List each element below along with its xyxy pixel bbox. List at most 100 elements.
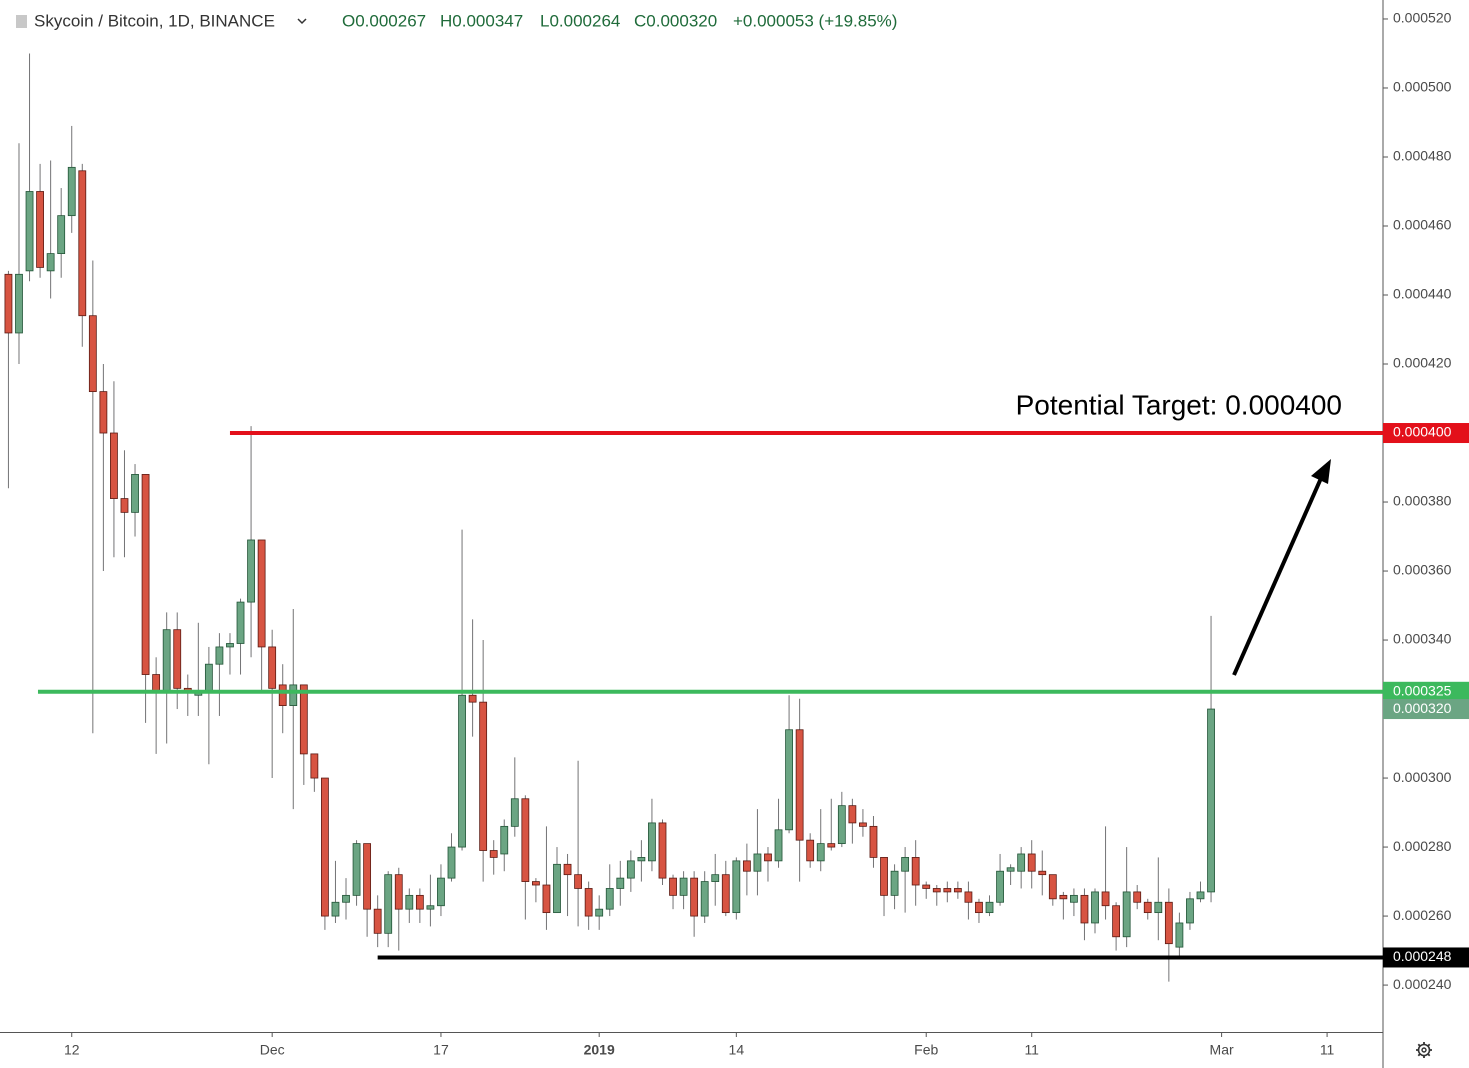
candle-body bbox=[1101, 891, 1110, 907]
candle-body bbox=[1154, 901, 1163, 914]
candle-body bbox=[141, 474, 150, 675]
candle-body bbox=[1196, 891, 1205, 900]
candle-body bbox=[690, 877, 699, 917]
candle-body bbox=[605, 888, 614, 910]
candle-body bbox=[131, 474, 139, 513]
candle-body bbox=[394, 874, 403, 910]
y-tick-label: 0.000500 bbox=[1393, 79, 1452, 95]
candle-body bbox=[996, 870, 1004, 903]
candle-body bbox=[542, 884, 551, 914]
candle-body bbox=[1038, 870, 1047, 876]
candle-body bbox=[827, 843, 836, 848]
candle-body bbox=[25, 191, 34, 272]
candle-body bbox=[1006, 867, 1015, 872]
candle-body bbox=[46, 253, 55, 272]
candle-body bbox=[299, 684, 308, 755]
gear-hub[interactable] bbox=[1421, 1047, 1427, 1053]
price-tag bbox=[1383, 947, 1469, 968]
candle-body bbox=[964, 891, 973, 903]
x-tick-label: 11 bbox=[1024, 1042, 1039, 1058]
gear-teeth[interactable] bbox=[1416, 1042, 1432, 1058]
y-tick-label: 0.000360 bbox=[1393, 562, 1452, 578]
y-tick-label: 0.000380 bbox=[1393, 493, 1452, 509]
y-tick-label: 0.000300 bbox=[1393, 769, 1452, 785]
candle-body bbox=[78, 170, 87, 317]
candle-body bbox=[88, 315, 97, 393]
candle-body bbox=[1080, 894, 1089, 924]
candle-body bbox=[785, 729, 793, 831]
x-tick-label: Feb bbox=[914, 1042, 938, 1058]
candle-body bbox=[1133, 891, 1142, 903]
ohlc-value: +0.000053 (+19.85%) bbox=[733, 11, 897, 30]
candle-body bbox=[289, 684, 298, 706]
candle-body bbox=[1070, 894, 1078, 903]
candle-body bbox=[162, 629, 171, 693]
candle-body bbox=[1175, 922, 1184, 948]
symbol-chevron[interactable] bbox=[297, 18, 307, 25]
symbol-icon bbox=[16, 15, 27, 28]
candle-body bbox=[373, 908, 382, 934]
candle-body bbox=[67, 166, 76, 217]
candle-body bbox=[426, 905, 435, 910]
candle-body bbox=[120, 498, 129, 513]
candle-body bbox=[415, 894, 424, 910]
plot-area bbox=[4, 53, 1215, 982]
candle-body bbox=[584, 888, 593, 917]
candle-body bbox=[331, 901, 340, 917]
candle-body bbox=[1207, 708, 1215, 893]
candle-body bbox=[890, 870, 899, 896]
x-tick-label: Dec bbox=[260, 1042, 285, 1058]
candle-body bbox=[1186, 898, 1194, 924]
candle-body bbox=[226, 643, 234, 648]
candle-body bbox=[268, 646, 277, 689]
candle-body bbox=[679, 877, 688, 896]
ohlc-value: O0.000267 bbox=[342, 11, 426, 30]
price-tag-label: 0.000320 bbox=[1393, 700, 1452, 716]
candle-body bbox=[4, 273, 13, 334]
y-tick-label: 0.000280 bbox=[1393, 838, 1452, 854]
candle-body bbox=[869, 825, 878, 858]
candle-body bbox=[1122, 891, 1131, 938]
x-tick-label: 12 bbox=[64, 1042, 80, 1058]
candle-body bbox=[648, 822, 656, 862]
candle-body bbox=[215, 646, 224, 665]
settings-gear[interactable] bbox=[1416, 1042, 1432, 1058]
price-tag-label: 0.000325 bbox=[1393, 682, 1452, 698]
y-tick-label: 0.000520 bbox=[1393, 10, 1452, 26]
candle-body bbox=[922, 884, 931, 889]
candle-body bbox=[247, 539, 255, 603]
candle-body bbox=[626, 860, 635, 879]
candle-body bbox=[405, 894, 414, 910]
candle-body bbox=[837, 805, 846, 845]
candle-body bbox=[859, 822, 867, 827]
ohlc-value: C0.000320 bbox=[634, 11, 717, 30]
candle-body bbox=[943, 888, 952, 893]
candle-body bbox=[1048, 874, 1057, 900]
candle-body bbox=[510, 798, 519, 827]
candle-body bbox=[911, 857, 920, 886]
x-tick-label: 17 bbox=[433, 1042, 449, 1058]
candle-body bbox=[732, 860, 741, 914]
candle-body bbox=[521, 798, 530, 882]
candle-body bbox=[173, 629, 182, 689]
candle-body bbox=[848, 805, 857, 824]
candle-body bbox=[468, 694, 477, 703]
x-tick-label: 14 bbox=[729, 1042, 745, 1058]
candle-body bbox=[711, 874, 720, 882]
candle-body bbox=[563, 863, 572, 876]
ohlc-value: H0.000347 bbox=[440, 11, 523, 30]
y-tick-label: 0.000260 bbox=[1393, 907, 1452, 923]
candle-body bbox=[774, 829, 783, 862]
candle-body bbox=[742, 860, 751, 872]
symbol-title[interactable]: Skycoin / Bitcoin, 1D, BINANCE bbox=[34, 11, 275, 30]
price-tag-label: 0.000248 bbox=[1393, 948, 1452, 964]
price-tag bbox=[1383, 699, 1469, 720]
candle-body bbox=[985, 901, 994, 914]
price-tag bbox=[1383, 681, 1469, 702]
candle-body bbox=[1091, 891, 1099, 924]
y-tick-label: 0.000420 bbox=[1393, 355, 1452, 371]
x-tick-label: 2019 bbox=[584, 1042, 615, 1058]
candle-body bbox=[932, 888, 941, 893]
y-tick-label: 0.000460 bbox=[1393, 217, 1452, 233]
x-tick-label: Mar bbox=[1210, 1042, 1234, 1058]
